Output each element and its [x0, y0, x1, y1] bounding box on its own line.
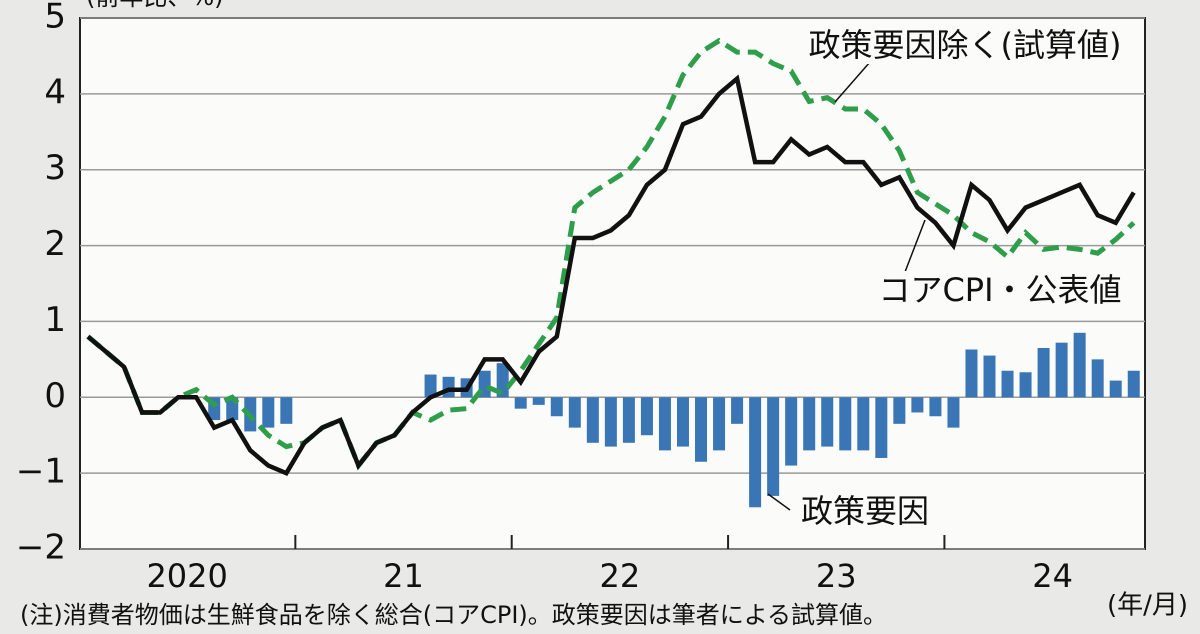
bar [983, 355, 996, 398]
bar [803, 397, 816, 451]
bar [622, 397, 635, 443]
y-tick-label: 5 [44, 0, 66, 37]
bar [604, 397, 617, 447]
series-label: コアCPI・公表値 [878, 271, 1121, 309]
series-label: 政策要因除く(試算値) [809, 26, 1122, 64]
bar [1109, 380, 1122, 398]
bar [550, 397, 563, 417]
bar [695, 397, 708, 462]
bar [857, 397, 870, 451]
y-axis-label: (前年比、%) [86, 0, 224, 11]
bar [749, 397, 762, 508]
y-tick-label: 2 [44, 224, 66, 264]
y-tick-label: −2 [16, 528, 66, 568]
bar [1001, 370, 1014, 398]
bar [731, 397, 744, 424]
y-tick-label: 4 [44, 72, 66, 112]
leader-line [767, 493, 791, 511]
bar [532, 397, 545, 405]
x-tick-label: 23 [816, 557, 857, 595]
bar [1037, 347, 1050, 398]
x-tick-label: 22 [600, 557, 641, 595]
bar [1127, 370, 1140, 398]
bar [658, 397, 671, 451]
label-bg [876, 271, 1124, 309]
series-label: 政策要因 [801, 492, 929, 530]
bar [767, 397, 780, 496]
bar [785, 397, 798, 466]
bar [713, 397, 726, 451]
leader-line [904, 219, 926, 273]
bar [496, 363, 509, 398]
bar [1055, 342, 1068, 398]
bar [424, 374, 437, 398]
bar [586, 397, 599, 443]
y-tick-label: 3 [44, 148, 66, 188]
y-tick-label: 0 [44, 376, 66, 416]
line [86, 74, 1136, 476]
bar [965, 349, 978, 398]
label-bg [806, 26, 1124, 64]
bar [875, 397, 888, 458]
bar [1019, 372, 1032, 398]
x-tick-label: 2020 [146, 557, 227, 595]
y-tick-label: −1 [16, 452, 66, 492]
y-tick-label: 1 [44, 300, 66, 340]
x-tick-label: 24 [1032, 557, 1073, 595]
note: (注)消費者物価は生鮮食品を除く総合(コアCPI)。政策要因は筆者による試算値。 [20, 601, 887, 629]
bar [893, 397, 906, 424]
bar [911, 397, 924, 413]
bar [839, 397, 852, 451]
x-axis-label: (年/月) [1107, 591, 1188, 621]
bar [1073, 332, 1086, 398]
bar [947, 397, 960, 428]
leader-line [834, 61, 871, 103]
label-bg [798, 492, 932, 530]
bar [514, 397, 527, 409]
bar [262, 397, 275, 428]
bar [442, 376, 455, 398]
bar [568, 397, 581, 428]
marks [86, 37, 1140, 508]
bar [929, 397, 942, 417]
bar [1091, 359, 1104, 398]
bar [280, 397, 293, 424]
bar [640, 397, 653, 436]
bar [821, 397, 834, 447]
x-tick-label: 21 [383, 557, 424, 595]
bar [676, 397, 689, 447]
